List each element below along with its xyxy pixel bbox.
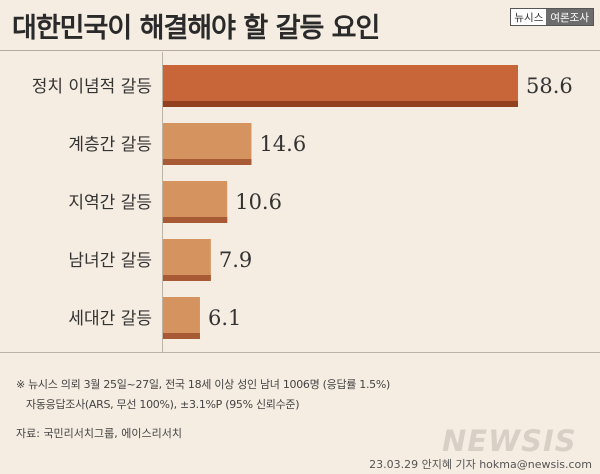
bar-4	[163, 297, 200, 339]
badge-newsis: 뉴시스	[511, 9, 547, 25]
category-label-3: 남녀간 갈등	[68, 251, 152, 271]
bar-shadow-2	[163, 217, 228, 223]
survey-note-line1: ※ 뉴시스 의뢰 3월 25일~27일, 전국 18세 이상 성인 남녀 100…	[16, 378, 391, 391]
credit-line: 23.03.29 안지혜 기자 hokma@newsis.com	[369, 458, 592, 471]
title-divider	[0, 50, 600, 51]
bar-shadow-0	[163, 101, 518, 107]
source-text: 자료: 국민리서치그룹, 에이스리서치	[16, 427, 182, 440]
category-label-1: 계층간 갈등	[68, 135, 152, 155]
bar-shadow-3	[163, 275, 211, 281]
newsis-watermark-logo: NEWSIS	[442, 424, 577, 458]
chart-bottom-divider	[0, 352, 600, 353]
newsis-poll-badge: 뉴시스 여론조사	[510, 8, 594, 26]
bar-1	[163, 123, 252, 165]
badge-poll: 여론조사	[546, 9, 593, 25]
category-axis-line	[162, 52, 163, 352]
value-label-0: 58.6	[526, 74, 573, 98]
bar-3	[163, 239, 211, 281]
bar-2	[163, 181, 228, 223]
value-label-1: 14.6	[259, 132, 306, 156]
category-label-0: 정치 이념적 갈등	[32, 77, 152, 97]
survey-note-line2: 자동응답조사(ARS, 무선 100%), ±3.1%P (95% 신뢰수준)	[26, 398, 300, 411]
value-label-4: 6.1	[208, 306, 241, 330]
bar-shadow-1	[163, 159, 252, 165]
value-label-2: 10.6	[235, 190, 282, 214]
page-title: 대한민국이 해결해야 할 갈등 요인	[12, 13, 380, 44]
category-label-2: 지역간 갈등	[68, 193, 152, 213]
value-label-3: 7.9	[219, 248, 252, 272]
bar-shadow-4	[163, 333, 200, 339]
category-label-4: 세대간 갈등	[68, 309, 152, 329]
bar-0	[163, 65, 518, 107]
